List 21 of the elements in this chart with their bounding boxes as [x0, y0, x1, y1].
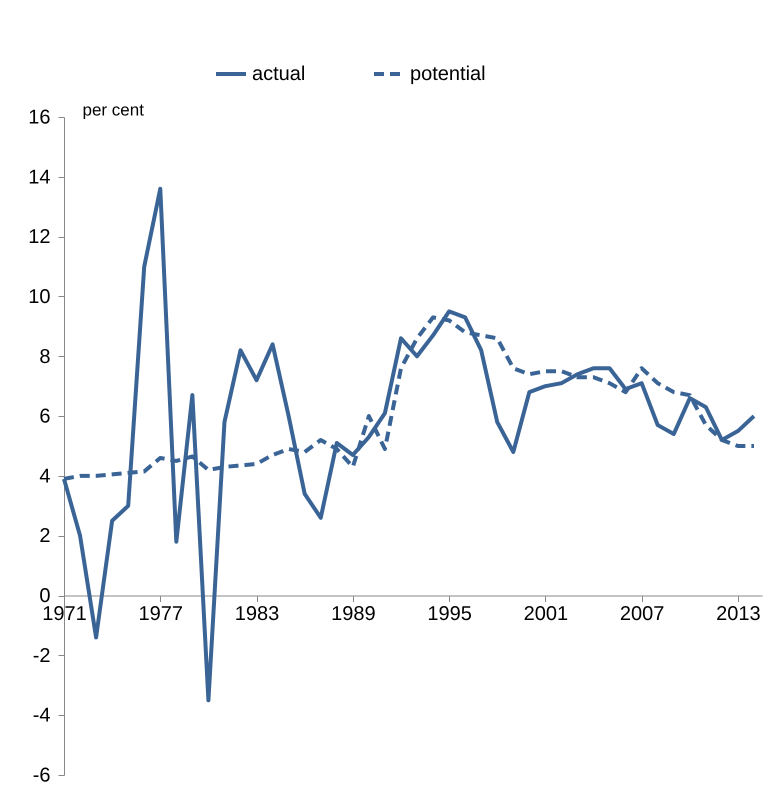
x-tick-label: 1989	[331, 603, 376, 626]
y-tick-label: 12	[28, 226, 50, 248]
y-tick-label: -4	[32, 704, 50, 727]
x-tick-label: 2007	[620, 603, 664, 626]
y-tick-label: 10	[28, 286, 50, 308]
y-tick-label: 8	[39, 346, 50, 368]
y-tick-label: 2	[39, 525, 50, 548]
legend-label: actual	[252, 63, 306, 85]
x-tick-label: 1995	[427, 603, 472, 626]
y-axis-title: per cent	[82, 100, 144, 120]
y-tick-label: 4	[39, 465, 50, 488]
y-tick-label: 16	[28, 106, 50, 128]
x-tick-label: 1983	[234, 603, 280, 626]
y-tick-label: -6	[32, 764, 50, 786]
x-tick-label: 2013	[716, 603, 761, 626]
y-tick-label: -2	[32, 644, 50, 667]
legend-label: potential	[410, 63, 486, 85]
y-tick-label: 14	[28, 166, 50, 188]
x-tick-label: 1977	[138, 603, 184, 626]
x-tick-label: 2001	[524, 603, 568, 626]
y-tick-label: 6	[39, 406, 50, 428]
